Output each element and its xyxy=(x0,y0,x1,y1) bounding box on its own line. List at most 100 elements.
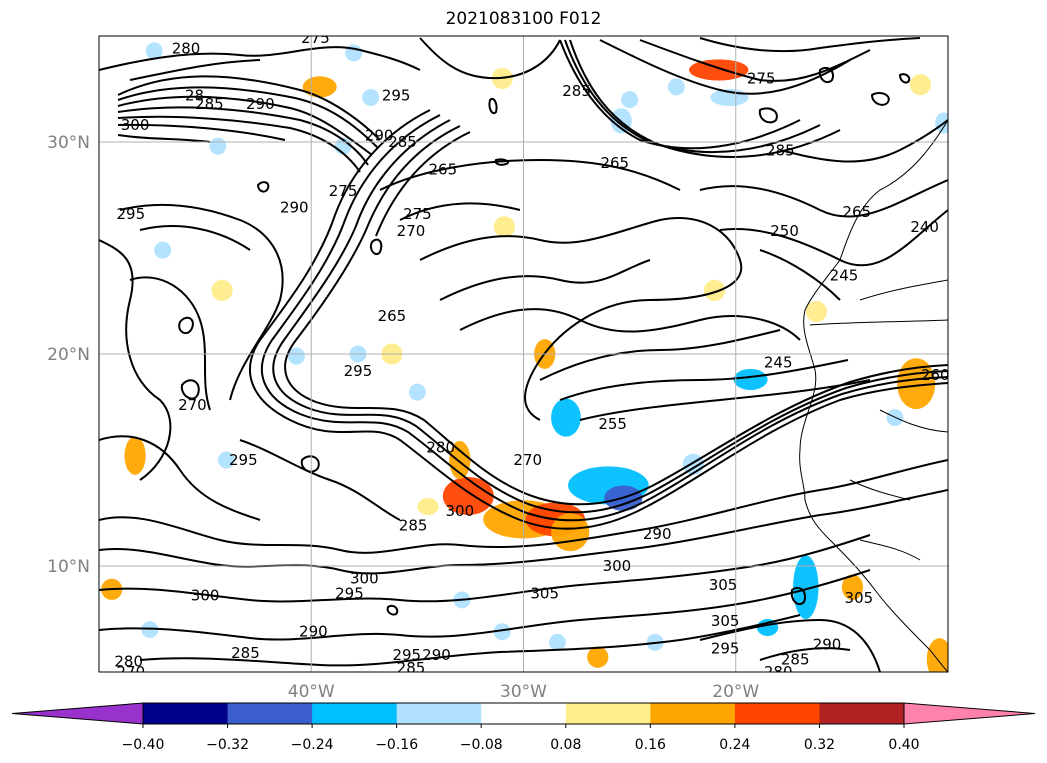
shaded-anomaly xyxy=(154,241,172,259)
gridlines xyxy=(99,36,948,672)
contour-label: 265 xyxy=(842,203,871,221)
shaded-anomaly xyxy=(209,137,227,155)
colorbar: −0.40 −0.32 −0.24 −0.16 −0.08 0.08 0.16 0.24 0.3… xyxy=(11,702,1036,753)
contour-line xyxy=(249,109,948,530)
colorbar-bin xyxy=(819,703,905,724)
colorbar-bin xyxy=(312,703,398,724)
contour-label: 300 xyxy=(121,116,150,134)
colorbar-tick-label: −0.32 xyxy=(206,737,249,753)
contour-label: 290 xyxy=(280,199,309,217)
contour-label: 295 xyxy=(117,205,146,223)
contour-line xyxy=(99,459,948,554)
contour-label: 300 xyxy=(603,557,632,575)
colorbar-tick-label: 0.40 xyxy=(888,737,919,753)
contour-label: 285 xyxy=(66,390,95,408)
contour-label: 260 xyxy=(921,366,950,384)
contour-line xyxy=(300,455,320,473)
contour-line xyxy=(759,647,851,661)
contour-line xyxy=(117,123,286,141)
shaded-anomaly xyxy=(621,91,639,109)
contour-label: 290 xyxy=(365,127,394,145)
colorbar-tick-label: 0.32 xyxy=(804,737,835,753)
contour-label: 305 xyxy=(709,576,738,594)
colorbar-tick-label: −0.16 xyxy=(375,737,418,753)
contour-label: 290 xyxy=(813,635,842,653)
contour-label: 285 xyxy=(195,95,224,113)
shaded-anomaly xyxy=(703,279,726,301)
contour-line xyxy=(239,439,401,521)
contour-line xyxy=(117,75,381,141)
lat-tick-label: 10°N xyxy=(47,557,90,577)
contour-label: 300 xyxy=(446,502,475,520)
plot-frame xyxy=(98,35,949,673)
contour-line xyxy=(699,618,881,672)
contour-lines xyxy=(99,37,948,672)
contour-line xyxy=(759,249,841,301)
contour-line xyxy=(419,217,743,421)
lat-tick-label: 20°N xyxy=(47,345,90,365)
axis-labels: 30°N 20°N 10°N 40°W 30°W 20°W xyxy=(47,133,759,702)
contour-label: 305 xyxy=(530,585,559,603)
contour-line xyxy=(559,39,801,150)
contour-line xyxy=(399,202,521,221)
contour-line xyxy=(99,46,421,71)
colorbar-bin xyxy=(565,703,651,724)
colorbar-tick-label: 0.24 xyxy=(719,737,750,753)
contour-line xyxy=(99,435,261,521)
contour-line xyxy=(284,125,948,506)
contour-label: 285 xyxy=(388,133,417,151)
contour-line xyxy=(260,114,948,522)
colorbar-extend-low xyxy=(11,702,144,725)
contour-line xyxy=(117,134,211,143)
shaded-anomaly xyxy=(442,476,494,516)
lon-tick-label: 30°W xyxy=(500,682,547,702)
contour-line xyxy=(699,37,921,53)
shaded-anomaly xyxy=(909,74,932,96)
contour-line xyxy=(117,86,379,149)
contour-line xyxy=(256,181,270,193)
colorbar-bin xyxy=(734,703,820,724)
contour-label: 305 xyxy=(711,612,740,630)
contour-label: 265 xyxy=(378,307,407,325)
shaded-anomaly xyxy=(587,646,609,668)
contour-label: 28 xyxy=(185,86,204,104)
contour-label: 285 xyxy=(397,659,426,677)
contour-label: 290 xyxy=(299,623,328,641)
contour-label: 285 xyxy=(231,644,260,662)
contour-label: 285 xyxy=(766,141,795,159)
contour-label: 295 xyxy=(335,585,364,603)
shaded-anomaly xyxy=(302,76,337,98)
contour-label: 300 xyxy=(350,570,379,588)
contour-label: 270 xyxy=(513,451,542,469)
shaded-anomaly xyxy=(793,555,819,619)
shaded-anomaly xyxy=(667,78,685,96)
contour-line xyxy=(99,489,948,575)
contour-label: 300 xyxy=(66,307,95,325)
contour-line xyxy=(370,238,383,256)
contour-label: 270 xyxy=(397,222,426,240)
contour-line xyxy=(419,37,561,80)
border-line xyxy=(859,539,921,561)
contour-label: 245 xyxy=(830,267,859,285)
contour-line xyxy=(639,39,871,82)
lon-tick-label: 40°W xyxy=(288,682,335,702)
shaded-anomaly xyxy=(551,398,581,437)
contour-line xyxy=(439,259,651,301)
border-line xyxy=(859,279,948,301)
contour-label: 280 xyxy=(172,40,201,58)
coastline xyxy=(799,119,948,672)
contour-label: 275 xyxy=(403,205,432,223)
shaded-anomaly xyxy=(493,623,511,641)
contour-label: 255 xyxy=(598,415,627,433)
contour-label: 295 xyxy=(392,646,421,664)
contour-line xyxy=(272,119,948,514)
contour-label: 285 xyxy=(687,21,716,39)
colorbar-tick-label: −0.24 xyxy=(291,737,334,753)
shaded-anomaly xyxy=(217,451,235,469)
contour-label: 240 xyxy=(910,218,939,236)
contour-line xyxy=(779,119,948,163)
shaded-anomaly xyxy=(408,383,426,401)
contour-line xyxy=(870,92,890,106)
contour-line xyxy=(117,115,361,173)
